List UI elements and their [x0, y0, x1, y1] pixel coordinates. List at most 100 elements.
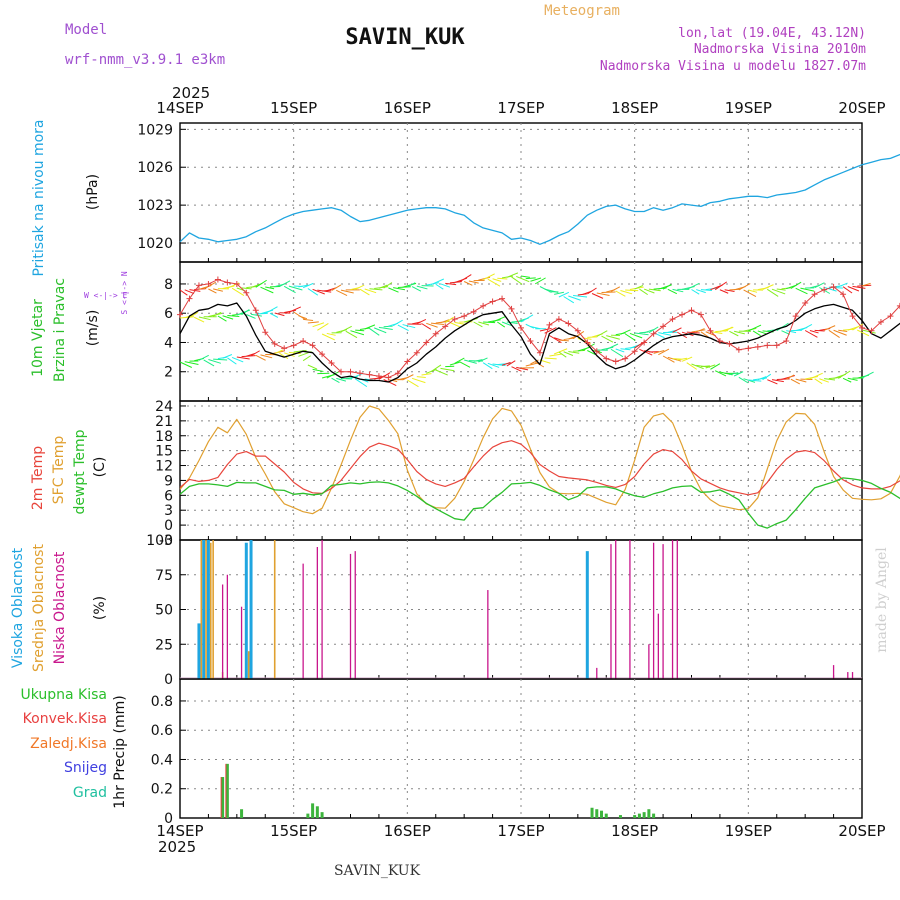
wind-vector	[771, 288, 786, 295]
gust-marker	[480, 302, 487, 309]
wind-vector	[620, 348, 631, 351]
wind-vector	[241, 309, 250, 316]
wind-vector	[819, 378, 829, 383]
gust-marker	[413, 349, 420, 356]
bottom-x-axis-labels: 14SEP 15SEP 16SEP 17SEP 18SEP 19SEP 20SEP	[156, 822, 885, 840]
wind-vector	[587, 287, 597, 295]
gust-marker	[243, 289, 250, 296]
panel-frame	[179, 122, 863, 263]
cloud-title-low: Niska Oblacnost	[52, 551, 68, 664]
wind-vector	[795, 287, 808, 295]
wind-vector	[288, 351, 301, 355]
wind-vector	[625, 289, 639, 292]
wind-vector	[288, 285, 303, 291]
y-tick-label: 1020	[137, 236, 173, 252]
precip-legend-total: Ukupna Kisa	[20, 687, 107, 703]
gust-marker	[641, 339, 648, 346]
gust-marker	[328, 359, 335, 366]
wind-vector	[828, 329, 840, 338]
gust-marker	[555, 316, 562, 323]
wind-vector	[696, 328, 705, 333]
wind-vector	[861, 371, 874, 379]
gust-marker	[660, 323, 667, 330]
wind-vector	[610, 348, 624, 358]
wind-vector	[568, 351, 580, 354]
wind-vector	[734, 330, 745, 335]
gust-marker	[233, 280, 240, 287]
wind-vector	[662, 284, 672, 290]
wind-vector	[288, 306, 302, 313]
gust-marker	[631, 348, 638, 355]
pressure-title: Pritisak na nivou mora	[31, 119, 47, 276]
y-tick-label: 2	[164, 365, 173, 381]
wind-vector	[208, 359, 221, 364]
wind-vector	[255, 354, 266, 361]
gust-marker	[442, 323, 449, 330]
gust-marker	[821, 286, 828, 293]
gust-marker	[385, 374, 392, 381]
wind-vector	[563, 296, 575, 304]
wind-vector	[378, 372, 391, 380]
model-label: Model	[65, 22, 107, 38]
coords-label: lon,lat (19.04E, 43.12N)	[678, 26, 866, 41]
year-bottom: 2025	[158, 838, 196, 856]
wind-vector	[785, 374, 795, 380]
wind-vector	[554, 291, 565, 295]
gust-marker	[527, 338, 534, 345]
wind-vector	[492, 278, 502, 282]
precip-legend-hail: Grad	[73, 785, 107, 801]
wind-vector	[274, 312, 285, 317]
y-tick-label: 0.8	[151, 694, 173, 710]
wind-vector	[265, 286, 275, 290]
wind-vector	[212, 311, 222, 317]
wind-vector	[667, 288, 678, 295]
wind-vector	[402, 282, 417, 288]
wind-vector	[478, 321, 490, 326]
footer-station: SAVIN_KUK	[334, 863, 421, 879]
wind-vector	[454, 357, 465, 364]
temp-title-2m: 2m Temp	[30, 446, 46, 510]
wind-vector	[781, 330, 790, 335]
wind-vector	[700, 331, 710, 338]
gust-marker	[404, 358, 411, 365]
gust-marker	[252, 307, 259, 314]
wind-vector	[506, 360, 516, 367]
gust-marker	[868, 327, 875, 334]
wind-vector	[615, 290, 626, 297]
wind-vector	[421, 373, 432, 376]
wind-vector	[572, 331, 585, 340]
wind-vector	[350, 330, 365, 336]
y-tick-label: 50	[155, 603, 173, 619]
wind-vector	[501, 321, 512, 327]
wind-vector	[752, 330, 761, 337]
wind-vector	[411, 286, 422, 292]
gust-marker	[356, 370, 363, 377]
wind-vector	[340, 289, 354, 294]
wind-vector	[771, 379, 784, 383]
wind-gust-line	[179, 279, 900, 379]
wind-vector	[738, 283, 751, 291]
gust-marker	[593, 348, 600, 355]
wind-vector	[445, 282, 457, 286]
wind-vector	[596, 292, 610, 296]
gust-marker	[735, 346, 742, 353]
model-name: wrf-nmm_v3.9.1 e3km	[65, 52, 225, 68]
gust-marker	[773, 342, 780, 349]
wind-vector	[430, 278, 445, 286]
wind-vector	[497, 277, 508, 280]
gust-marker	[177, 311, 183, 318]
wind-vector	[790, 281, 802, 289]
wind-vector	[364, 288, 377, 294]
wind-vector	[402, 324, 416, 329]
wind-vector	[719, 289, 729, 294]
wind-vector	[686, 331, 700, 334]
wind-vector	[468, 280, 479, 284]
gust-marker	[584, 339, 591, 346]
temp-unit: (C)	[92, 457, 108, 478]
wind-vector	[482, 362, 493, 370]
wind-vector	[762, 284, 774, 290]
gust-marker	[423, 339, 430, 346]
y-tick-label: 0	[164, 811, 173, 827]
precip-total-bar	[225, 763, 229, 818]
